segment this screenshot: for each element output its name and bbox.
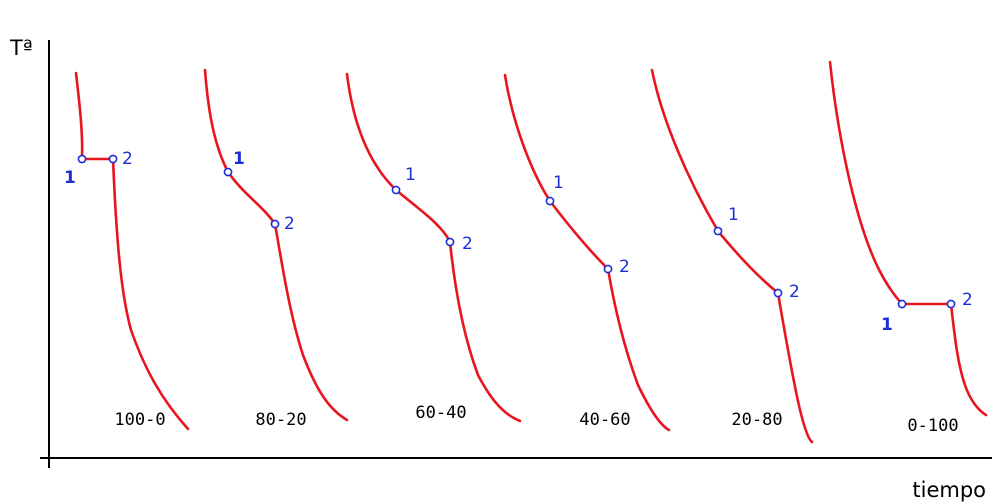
point-1-marker xyxy=(223,167,233,177)
composition-label: 80-20 xyxy=(255,410,306,430)
point-1-label: 1 xyxy=(64,168,76,188)
composition-label: 100-0 xyxy=(114,410,165,430)
point-1-label: 1 xyxy=(728,205,739,225)
point-2-marker xyxy=(603,264,613,274)
cooling-curve xyxy=(74,71,190,431)
y-axis-label: Tª xyxy=(9,36,33,60)
series-0-100: 1 2 0-100 xyxy=(828,60,988,436)
cooling-curve xyxy=(828,60,988,417)
cooling-curve xyxy=(503,73,671,432)
point-1-marker xyxy=(897,299,907,309)
point-1-label: 1 xyxy=(881,315,893,335)
series-80-20: 1 2 80-20 xyxy=(203,68,349,430)
point-2-marker xyxy=(946,299,956,309)
point-1-marker xyxy=(545,196,555,206)
point-1-label: 1 xyxy=(233,149,245,169)
cooling-curve xyxy=(203,68,349,422)
point-2-label: 2 xyxy=(789,282,800,302)
point-2-label: 2 xyxy=(462,234,473,254)
point-1-marker xyxy=(713,226,723,236)
point-2-marker xyxy=(108,154,118,164)
point-1-label: 1 xyxy=(553,173,564,193)
point-2-marker xyxy=(773,288,783,298)
point-2-label: 2 xyxy=(619,257,630,277)
series-layer: 1 2 100-0 1 2 80-20 1 2 60-40 1 2 40-60 1 2 20-80 1 2 0-1… xyxy=(64,60,988,444)
point-2-marker xyxy=(270,219,280,229)
cooling-curve xyxy=(345,72,522,423)
point-1-marker xyxy=(77,154,87,164)
axes: Tª tiempo xyxy=(9,36,992,502)
series-60-40: 1 2 60-40 xyxy=(345,72,522,423)
composition-label: 20-80 xyxy=(731,410,782,430)
x-axis-label: tiempo xyxy=(912,478,986,502)
point-2-label: 2 xyxy=(284,214,295,234)
point-1-marker xyxy=(391,185,401,195)
point-2-label: 2 xyxy=(122,149,133,169)
series-100-0: 1 2 100-0 xyxy=(64,71,190,431)
cooling-curve xyxy=(650,68,814,444)
series-40-60: 1 2 40-60 xyxy=(503,73,671,432)
point-2-label: 2 xyxy=(962,290,973,310)
composition-label: 0-100 xyxy=(907,416,958,436)
point-1-label: 1 xyxy=(405,165,416,185)
point-2-marker xyxy=(445,237,455,247)
series-20-80: 1 2 20-80 xyxy=(650,68,814,444)
composition-label: 40-60 xyxy=(579,410,630,430)
composition-label: 60-40 xyxy=(415,403,466,423)
